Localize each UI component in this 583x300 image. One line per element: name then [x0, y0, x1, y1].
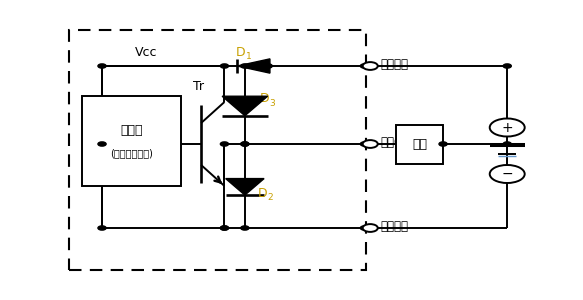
Text: Vcc: Vcc — [135, 46, 157, 59]
Circle shape — [439, 142, 447, 146]
Circle shape — [360, 64, 368, 68]
Circle shape — [220, 142, 229, 146]
Text: D: D — [259, 92, 269, 106]
Circle shape — [360, 226, 368, 230]
Text: +: + — [501, 121, 513, 134]
Circle shape — [241, 64, 249, 68]
Circle shape — [503, 64, 511, 68]
Text: 主回路: 主回路 — [120, 124, 142, 137]
Text: Tr: Tr — [193, 80, 203, 93]
Polygon shape — [222, 96, 268, 116]
Polygon shape — [226, 178, 264, 195]
Circle shape — [363, 62, 378, 70]
Text: (コンピュータ): (コンピュータ) — [110, 148, 153, 158]
Text: −: − — [501, 167, 513, 181]
Circle shape — [490, 165, 525, 183]
Text: 黒（O）: 黒（O） — [381, 136, 411, 149]
Text: 負荷: 負荷 — [412, 137, 427, 151]
Polygon shape — [237, 59, 270, 73]
FancyBboxPatch shape — [396, 124, 443, 164]
Circle shape — [220, 226, 229, 230]
Circle shape — [490, 118, 525, 136]
Text: 2: 2 — [268, 194, 273, 202]
Text: 3: 3 — [269, 99, 275, 108]
Circle shape — [220, 226, 229, 230]
Circle shape — [241, 142, 249, 146]
Circle shape — [241, 142, 249, 146]
Circle shape — [363, 224, 378, 232]
Text: 1: 1 — [246, 52, 252, 62]
Circle shape — [98, 64, 106, 68]
Circle shape — [503, 142, 511, 146]
Text: 茶（＋）: 茶（＋） — [381, 58, 409, 71]
FancyBboxPatch shape — [82, 96, 181, 186]
Circle shape — [241, 226, 249, 230]
Circle shape — [98, 142, 106, 146]
Circle shape — [220, 64, 229, 68]
Circle shape — [264, 64, 272, 68]
Circle shape — [363, 140, 378, 148]
Text: D: D — [236, 46, 246, 59]
Text: 青（－）: 青（－） — [381, 220, 409, 233]
Circle shape — [360, 142, 368, 146]
Text: D: D — [258, 187, 268, 200]
Circle shape — [98, 226, 106, 230]
